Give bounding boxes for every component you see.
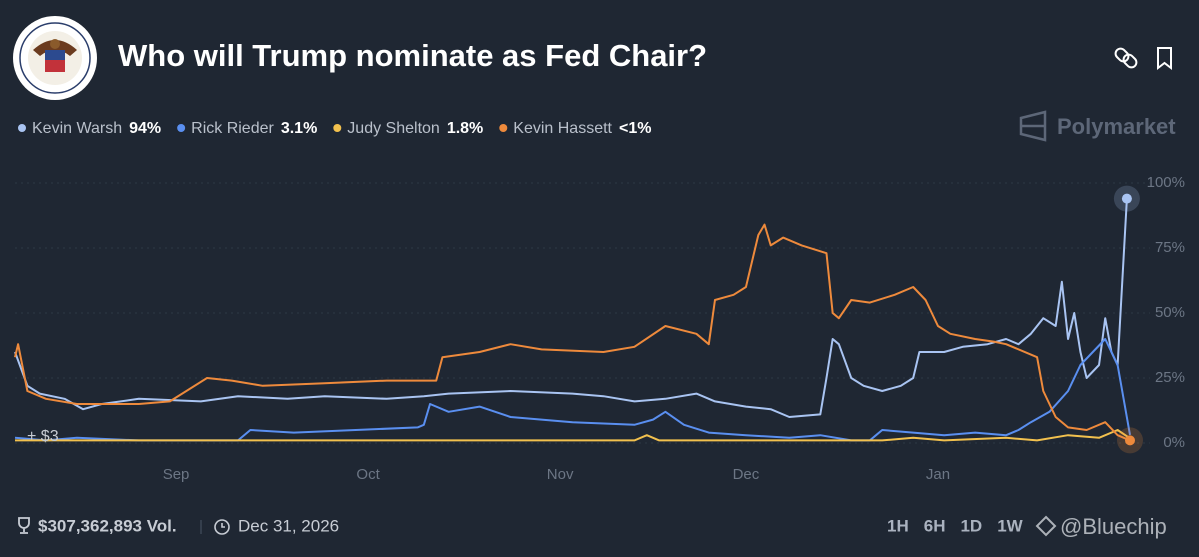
clock-icon [214,519,230,535]
series-line [14,198,1128,418]
x-tick-label: Jan [926,466,950,483]
volume: $307,362,893 Vol. [38,516,177,535]
range-button[interactable]: 1D [960,516,982,535]
x-tick-label: Nov [547,466,574,483]
legend-value: 1.8% [447,120,483,137]
legend-label: Kevin Warsh [32,120,122,137]
legend-label: Rick Rieder [191,120,274,137]
watermark: @Bluechip [1060,514,1167,539]
y-tick-label: 0% [1163,434,1185,451]
link-icon[interactable] [1114,47,1139,70]
end-date: Dec 31, 2026 [238,516,339,535]
end-dot [1121,193,1132,204]
logo [13,16,97,100]
series-line [14,223,1131,442]
legend-label: Judy Shelton [347,120,440,137]
brand-logo [1019,110,1047,142]
watermark-icon [1035,515,1057,537]
legend-label: Kevin Hassett [513,120,612,137]
trophy-icon [18,517,30,534]
y-tick-label: 75% [1155,239,1185,256]
legend-swatch [499,124,508,132]
clock-hand [221,523,225,528]
series-line [14,338,1131,442]
chart-title: Who will Trump nominate as Fed Chair? [118,38,707,73]
legend-value: 94% [129,120,161,137]
legend-swatch [18,124,26,132]
y-tick-label: 100% [1147,174,1185,191]
bookmark-icon[interactable] [1157,47,1172,71]
x-tick-label: Sep [163,466,190,483]
brand-name: Polymarket [1057,114,1176,139]
end-dot [1125,435,1135,446]
y-tick-label: 25% [1155,369,1185,386]
legend-swatch [333,124,342,132]
legend-swatch [177,124,186,132]
x-tick-label: Oct [356,466,380,483]
y-tick-label: 50% [1155,304,1185,321]
range-button[interactable]: 6H [924,516,946,535]
series-line [15,429,1131,442]
annotation: + $3 [27,428,59,445]
legend-value: 3.1% [281,120,317,137]
range-button[interactable]: 1H [887,516,909,535]
legend-value: <1% [619,120,651,137]
range-button[interactable]: 1W [997,516,1023,535]
x-tick-label: Dec [733,466,760,483]
